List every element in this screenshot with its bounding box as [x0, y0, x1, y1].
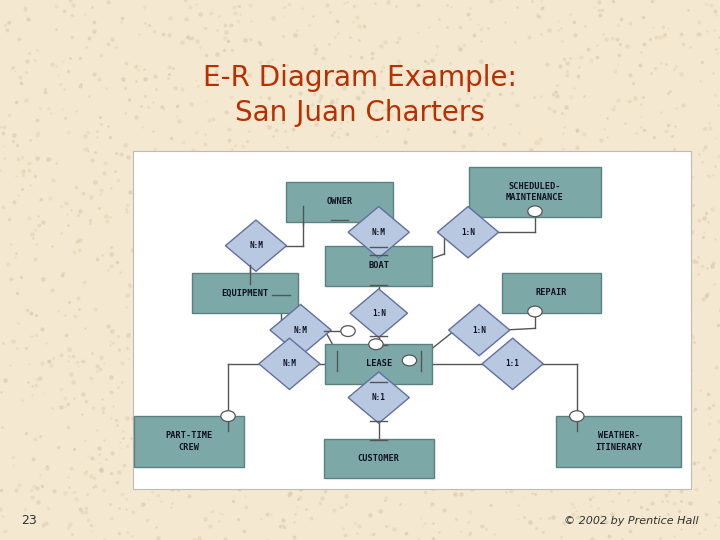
Text: WEATHER-
ITINERARY: WEATHER- ITINERARY [595, 431, 642, 451]
Text: EQUIPMENT: EQUIPMENT [221, 288, 269, 298]
Text: SCHEDULED-
MAINTENANCE: SCHEDULED- MAINTENANCE [506, 181, 564, 202]
FancyBboxPatch shape [469, 166, 600, 217]
Polygon shape [270, 305, 331, 356]
Circle shape [341, 326, 355, 336]
Text: San Juan Charters: San Juan Charters [235, 99, 485, 127]
Text: © 2002 by Prentice Hall: © 2002 by Prentice Hall [564, 516, 698, 526]
Polygon shape [449, 305, 510, 356]
Text: BOAT: BOAT [368, 261, 390, 271]
Text: 1:N: 1:N [372, 309, 386, 318]
FancyBboxPatch shape [324, 438, 433, 478]
Text: E-R Diagram Example:: E-R Diagram Example: [203, 64, 517, 92]
FancyBboxPatch shape [133, 151, 691, 489]
Polygon shape [225, 220, 287, 271]
Text: N:M: N:M [372, 228, 386, 237]
FancyBboxPatch shape [325, 246, 432, 286]
Text: N:M: N:M [282, 359, 297, 368]
Polygon shape [438, 206, 498, 258]
Text: REPAIR: REPAIR [536, 288, 567, 298]
FancyBboxPatch shape [287, 182, 393, 221]
Text: 23: 23 [22, 514, 37, 526]
FancyBboxPatch shape [502, 273, 601, 313]
Text: OWNER: OWNER [327, 197, 353, 206]
Circle shape [570, 411, 584, 422]
Text: N:1: N:1 [372, 393, 386, 402]
Text: CUSTOMER: CUSTOMER [358, 454, 400, 463]
Polygon shape [348, 206, 409, 258]
Text: PART-TIME
CREW: PART-TIME CREW [166, 431, 212, 451]
Text: 1:N: 1:N [461, 228, 475, 237]
Text: 1:1: 1:1 [505, 359, 520, 368]
FancyBboxPatch shape [557, 416, 681, 467]
Circle shape [369, 339, 383, 350]
Polygon shape [259, 338, 320, 389]
FancyBboxPatch shape [325, 344, 432, 383]
Circle shape [221, 411, 235, 422]
Circle shape [528, 306, 542, 317]
Text: N:M: N:M [294, 326, 307, 335]
Circle shape [528, 206, 542, 217]
Polygon shape [350, 289, 408, 338]
Circle shape [402, 355, 417, 366]
Text: 1:N: 1:N [472, 326, 486, 335]
Polygon shape [348, 372, 409, 423]
Text: N:M: N:M [249, 241, 263, 250]
Text: LEASE: LEASE [366, 359, 392, 368]
Polygon shape [482, 338, 544, 389]
FancyBboxPatch shape [192, 273, 298, 313]
FancyBboxPatch shape [134, 416, 244, 467]
